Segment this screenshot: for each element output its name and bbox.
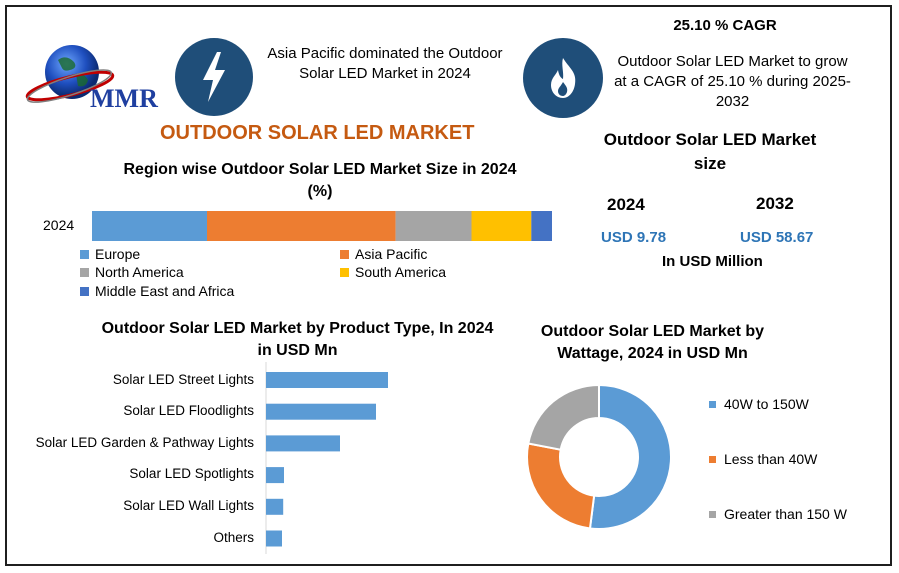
legend-label: Asia Pacific (355, 246, 428, 262)
category-label: Solar LED Street Lights (112, 372, 254, 387)
year-2032-label: 2032 (756, 194, 794, 213)
wattage-legend-item-2: Less than 40W (709, 451, 817, 467)
lightning-bolt-icon (175, 38, 253, 116)
product-chart-title: Outdoor Solar LED Market by Product Type… (101, 320, 494, 359)
region-bar-segment (395, 211, 472, 241)
wattage-chart-title: Outdoor Solar LED Market by Wattage, 202… (540, 323, 765, 362)
product-bar (266, 403, 376, 420)
legend-swatch (340, 249, 349, 259)
value-2024: USD 9.78 (601, 229, 667, 246)
region-category-label: 2024 (43, 217, 74, 233)
logo-text: MMR (90, 84, 158, 113)
main-title: OUTDOOR SOLAR LED MARKET (160, 122, 475, 144)
globe-logo-icon (25, 45, 115, 103)
region-bar-segment (531, 211, 552, 241)
legend-label: Middle East and Africa (95, 283, 235, 299)
region-bar-segment (92, 211, 207, 241)
year-2024-label: 2024 (607, 195, 645, 214)
product-bar (266, 530, 282, 547)
category-label: Solar LED Wall Lights (123, 498, 254, 513)
donut-slice (527, 383, 600, 451)
product-bar (266, 467, 284, 484)
legend-swatch (80, 267, 89, 277)
mmr-logo: MMR (20, 42, 180, 118)
unit-label: In USD Million (662, 253, 763, 270)
legend-swatch (80, 286, 89, 296)
flame-icon (523, 38, 603, 118)
category-label: Solar LED Floodlights (123, 403, 254, 418)
left-info-text: Asia Pacific dominated the Outdoor Solar… (267, 45, 503, 82)
legend-item-south-america: South America (340, 264, 446, 280)
donut-slice (526, 442, 596, 530)
legend-swatch (80, 249, 89, 259)
donut-slice (588, 383, 672, 530)
legend-label: North America (95, 264, 184, 280)
legend-item-europe: Europe (80, 246, 140, 262)
product-bar (266, 435, 340, 452)
legend-swatch (709, 510, 716, 518)
legend-swatch (340, 267, 349, 277)
legend-swatch (709, 400, 716, 408)
legend-label: Europe (95, 246, 141, 262)
region-bar-segment (471, 211, 532, 241)
region-stacked-bar-chart: 2024 (43, 211, 552, 241)
product-bar (266, 498, 284, 515)
category-label: Solar LED Spotlights (129, 466, 254, 481)
region-chart-title: Region wise Outdoor Solar LED Market Siz… (123, 161, 517, 200)
wattage-legend-item-1: 40W to 150W (709, 396, 809, 412)
legend-label: Less than 40W (724, 451, 818, 467)
product-bar-chart (265, 362, 388, 554)
legend-swatch (709, 455, 716, 463)
legend-label: South America (355, 264, 447, 280)
legend-item-mea: Middle East and Africa (80, 283, 234, 299)
infographic-frame (5, 5, 892, 566)
category-label: Others (213, 530, 254, 545)
legend-item-asia-pacific: Asia Pacific (340, 246, 427, 262)
legend-label: 40W to 150W (724, 396, 809, 412)
legend-label: Greater than 150 W (724, 506, 847, 522)
wattage-legend-item-3: Greater than 150 W (709, 506, 847, 522)
product-bar (266, 372, 388, 388)
category-label: Solar LED Garden & Pathway Lights (35, 435, 254, 450)
market-size-title: Outdoor Solar LED Market size (603, 130, 817, 173)
cagr-title: 25.10 % CAGR (673, 17, 777, 34)
value-2032: USD 58.67 (740, 229, 814, 246)
right-info-text: Outdoor Solar LED Market to grow at a CA… (614, 53, 851, 110)
wattage-donut-chart (526, 383, 672, 530)
legend-item-north-america: North America (80, 264, 184, 280)
region-bar-segment (207, 211, 396, 241)
